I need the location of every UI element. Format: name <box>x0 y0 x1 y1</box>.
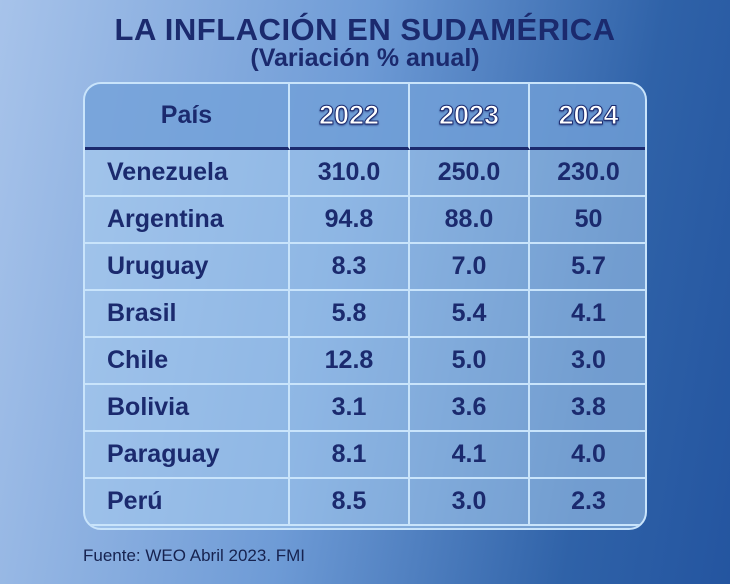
value-cell: 5.8 <box>290 291 410 338</box>
table: País 2022 2023 2024 Venezuela 310.0 250.0 230.0… <box>83 82 647 530</box>
value-cell: 7.0 <box>410 244 530 291</box>
value-cell: 5.0 <box>410 338 530 385</box>
source: Fuente: WEO Abril 2023. FMI <box>83 546 306 565</box>
value-cell: 3.0 <box>410 479 530 526</box>
value-cell: 3.6 <box>410 385 530 432</box>
country-cell: Venezuela <box>85 150 290 197</box>
column-header: 2023 <box>410 84 530 150</box>
country-cell: Brasil <box>85 291 290 338</box>
value-cell: 8.3 <box>290 244 410 291</box>
value-cell: 4.1 <box>410 432 530 479</box>
column-header: País <box>85 84 290 150</box>
country-cell: Chile <box>85 338 290 385</box>
country-cell: Uruguay <box>85 244 290 291</box>
value-cell: 4.0 <box>530 432 645 479</box>
value-cell: 50 <box>530 197 645 244</box>
value-cell: 3.1 <box>290 385 410 432</box>
value-cell: 8.5 <box>290 479 410 526</box>
title: LA INFLACIÓN EN SUDAMÉRICA <box>114 12 616 47</box>
country-cell: Perú <box>85 479 290 526</box>
country-cell: Argentina <box>85 197 290 244</box>
value-cell: 94.8 <box>290 197 410 244</box>
value-cell: 3.8 <box>530 385 645 432</box>
value-cell: 4.1 <box>530 291 645 338</box>
subtitle: (Variación % anual) <box>250 44 480 72</box>
value-cell: 3.0 <box>530 338 645 385</box>
value-cell: 88.0 <box>410 197 530 244</box>
column-header: 2022 <box>290 84 410 150</box>
value-cell: 230.0 <box>530 150 645 197</box>
value-cell: 8.1 <box>290 432 410 479</box>
column-header: 2024 <box>530 84 645 150</box>
value-cell: 2.3 <box>530 479 645 526</box>
country-cell: Paraguay <box>85 432 290 479</box>
value-cell: 12.8 <box>290 338 410 385</box>
value-cell: 5.4 <box>410 291 530 338</box>
value-cell: 5.7 <box>530 244 645 291</box>
value-cell: 310.0 <box>290 150 410 197</box>
value-cell: 250.0 <box>410 150 530 197</box>
country-cell: Bolivia <box>85 385 290 432</box>
